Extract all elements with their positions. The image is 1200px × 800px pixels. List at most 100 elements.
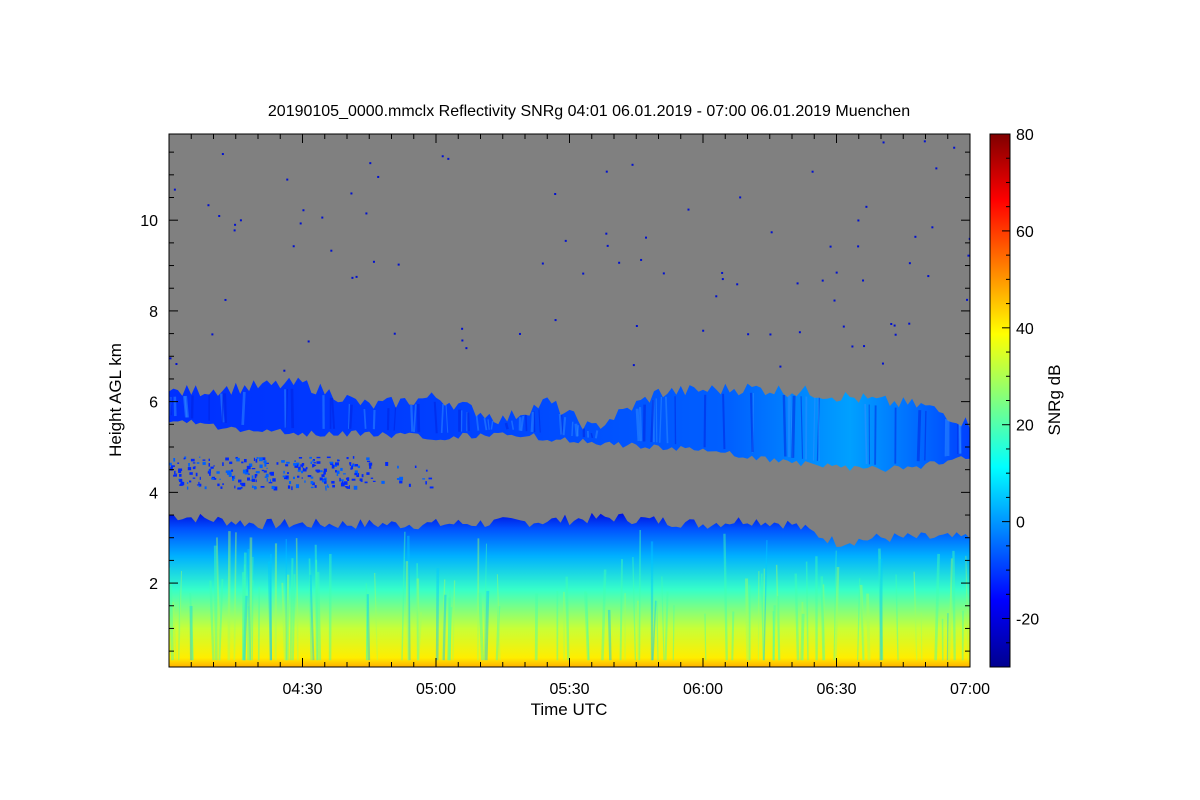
fall-streak (952, 550, 956, 661)
fall-streak (247, 548, 252, 661)
thin-layer-echo (349, 462, 352, 465)
thin-layer-echo (196, 484, 201, 486)
x-tick-label: 05:00 (416, 681, 456, 698)
noise-speckle (721, 278, 724, 281)
thin-layer-echo (269, 479, 271, 483)
y-tick-label: 6 (149, 395, 158, 412)
thin-layer-echo (263, 460, 267, 464)
y-axis-label: Height AGL km (106, 343, 125, 457)
cloud-streak (791, 395, 796, 458)
noise-speckle (779, 365, 782, 368)
cloud-streak (782, 395, 787, 457)
fall-streak (495, 606, 501, 661)
noise-speckle (967, 254, 970, 257)
fall-streak (496, 574, 501, 661)
thin-layer-echo (199, 456, 201, 458)
fall-streak (760, 573, 765, 661)
fall-streak (763, 540, 768, 661)
cloud-streak (413, 404, 417, 433)
thin-layer-echo (269, 472, 271, 475)
thin-layer-echo (265, 474, 269, 478)
thin-layer-echo (174, 470, 176, 475)
cloud-streak (440, 403, 444, 433)
thin-layer-echo (343, 481, 348, 485)
fall-streak (441, 579, 446, 661)
fall-streak (704, 613, 707, 661)
thin-layer-echo (331, 480, 335, 484)
fall-streak (218, 578, 224, 661)
thin-layer-echo (263, 470, 267, 473)
fall-streak (601, 569, 607, 661)
fall-streak (672, 605, 675, 661)
noise-speckle (966, 298, 969, 301)
fall-streak (801, 602, 804, 661)
thin-layer-echo (291, 486, 293, 491)
fall-streak (442, 594, 447, 661)
thin-layer-echo (385, 461, 389, 466)
thin-layer-echo (343, 473, 346, 475)
fall-streak (178, 570, 183, 661)
thin-layer-echo (346, 486, 351, 489)
cloud-streak (348, 403, 350, 429)
noise-speckle (747, 333, 750, 336)
thin-layer-echo (301, 464, 304, 468)
noise-speckle (640, 258, 643, 261)
cloud-streak (642, 404, 646, 442)
thin-layer-echo (219, 478, 221, 480)
thin-layer-echo (293, 463, 298, 466)
noise-speckle (234, 223, 237, 226)
x-tick-label: 06:30 (816, 681, 856, 698)
thin-layer-echo (281, 460, 285, 463)
cloud-streak (817, 397, 820, 461)
noise-speckle (372, 260, 375, 263)
thin-layer-echo (259, 464, 263, 469)
cloud-streak (475, 415, 480, 431)
fall-streak (637, 600, 640, 661)
noise-speckle (441, 155, 444, 158)
noise-speckle (461, 327, 464, 330)
noise-speckle (715, 295, 718, 298)
noise-speckle (377, 175, 380, 178)
cloud-streak (594, 430, 599, 439)
thin-layer-echo (323, 468, 327, 472)
thin-layer-echo (312, 464, 314, 468)
thin-layer-echo (232, 478, 235, 481)
noise-speckle (605, 232, 608, 235)
noise-speckle (321, 216, 324, 219)
thin-layer-echo (255, 471, 260, 474)
thin-layer-echo (425, 481, 427, 485)
fall-streak (216, 537, 221, 661)
thin-layer-echo (364, 481, 368, 484)
fall-streak (405, 561, 410, 661)
thin-layer-echo (199, 476, 201, 480)
thin-layer-echo (310, 476, 314, 479)
thin-layer-echo (229, 461, 233, 465)
noise-speckle (218, 215, 221, 218)
thin-layer-echo (381, 480, 385, 484)
thin-layer-echo (399, 480, 403, 484)
thin-layer-echo (243, 458, 247, 463)
fall-streak (565, 576, 570, 661)
fall-streak (478, 592, 484, 661)
thin-layer-echo (283, 477, 288, 480)
noise-speckle (369, 162, 372, 165)
x-tick-label: 06:00 (683, 681, 723, 698)
fall-streak (833, 566, 840, 661)
cloud-streak (466, 412, 470, 432)
cloud-streak (393, 407, 397, 431)
thin-layer-echo (286, 478, 289, 480)
noise-speckle (908, 262, 911, 265)
thin-layer-echo (251, 485, 254, 489)
thin-layer-echo (211, 476, 216, 480)
colorbar-tick-label: 40 (1016, 321, 1034, 338)
thin-layer-echo (301, 463, 305, 466)
thin-layer-echo (241, 482, 246, 487)
thin-layer-echo (354, 473, 358, 476)
thin-layer-echo (234, 475, 236, 479)
noise-speckle (835, 271, 838, 274)
cloud-streak (173, 396, 177, 417)
thin-layer-echo (361, 474, 364, 478)
thin-layer-echo (313, 462, 316, 464)
thin-layer-echo (329, 461, 334, 464)
thin-layer-echo (173, 474, 177, 477)
